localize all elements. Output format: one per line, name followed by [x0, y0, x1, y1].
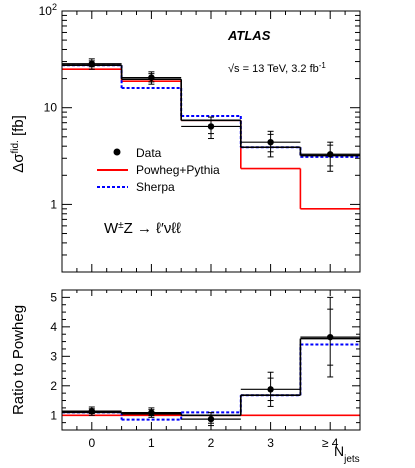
process-label: W±Z → ℓ′νℓℓ	[104, 220, 181, 238]
y-axis-title-sup: fid.	[10, 140, 21, 153]
y-axis-title-ratio: Ratio to Powheg	[10, 305, 27, 415]
ratio-data-point	[88, 407, 96, 415]
main-data-point	[88, 60, 96, 67]
main-data-point	[327, 151, 334, 158]
legend-sherpa-label: Sherpa	[136, 180, 175, 194]
main-frame	[61, 10, 361, 273]
ratio-y-tick-label: 3	[50, 349, 57, 363]
main-y-tick-base: 10	[39, 4, 53, 18]
main-data-point	[148, 74, 155, 81]
main-y-tick-base: 10	[44, 101, 58, 115]
x-tick-label: 2	[208, 436, 215, 450]
main-series	[62, 58, 360, 210]
x-tick-label: 1	[148, 436, 155, 450]
x-axis-title: Njets	[334, 443, 360, 465]
y-axis-title-unit: [fb]	[10, 115, 27, 140]
legend-item-data: Data	[113, 146, 162, 160]
process-label-charge: ±	[118, 220, 124, 231]
main-y-tick-label: 102	[39, 2, 57, 18]
ratio-y-tick-label: 5	[50, 290, 57, 304]
experiment-label: ATLAS	[227, 28, 271, 43]
energy-luminosity-label: √s = 13 TeV, 3.2 fb-1	[228, 61, 326, 76]
x-tick-label: 0	[88, 436, 95, 450]
process-label-w: W	[104, 220, 119, 237]
ratio-nominal-series	[62, 337, 360, 417]
y-axis-title-text: Δσ	[10, 153, 27, 173]
ratio-y-tick-labels: 1 2 3 4 5	[50, 290, 57, 422]
legend-data-label: Data	[136, 146, 162, 160]
energy-text: √s = 13 TeV, 3.2 fb	[228, 63, 319, 75]
ratio-y-tick-label: 1	[50, 408, 57, 422]
main-data-point	[267, 138, 274, 146]
main-y-tick-label: 10	[44, 101, 58, 115]
x-tick-label: ≥ 4	[322, 436, 339, 450]
y-axis-title-main: Δσfid. [fb]	[10, 115, 28, 173]
legend-item-powheg: Powheg+Pythia	[97, 163, 220, 177]
main-sherpa-series	[62, 64, 360, 158]
legend-item-sherpa: Sherpa	[97, 180, 175, 194]
x-tick-label: 3	[267, 436, 274, 450]
main-y-tick-base: 1	[50, 197, 57, 211]
ratio-panel: 1 2 3 4 5 0 1 2 3 ≥ 4 Ratio to Powheg Njets	[10, 289, 361, 465]
ratio-y-tick-label: 4	[50, 320, 57, 334]
main-y-tick-label: 1	[50, 197, 57, 211]
ratio-y-tick-label: 2	[50, 379, 57, 393]
ratio-data-series	[62, 296, 360, 427]
main-nominal-series	[62, 64, 360, 157]
x-axis-title-sub: jets	[343, 454, 360, 465]
process-label-rest: Z → ℓ′νℓℓ	[124, 220, 182, 237]
legend-data-marker	[113, 148, 121, 156]
main-data-series	[62, 58, 360, 172]
legend-powheg-label: Powheg+Pythia	[136, 163, 220, 177]
ratio-data-point	[207, 415, 215, 423]
ratio-ticks	[61, 289, 361, 431]
luminosity-exponent: -1	[319, 61, 327, 70]
ratio-frame	[61, 289, 361, 431]
ratio-data-point	[148, 409, 155, 416]
main-data-point	[207, 123, 215, 130]
x-tick-labels: 0 1 2 3 ≥ 4	[88, 436, 338, 450]
ratio-data-point	[327, 333, 334, 341]
legend: Data Powheg+Pythia Sherpa	[97, 146, 220, 194]
ratio-series	[62, 296, 360, 427]
x-axis-title-main: N	[334, 443, 344, 459]
ratio-data-point	[267, 386, 274, 393]
main-y-tick-exponent: 2	[52, 2, 57, 12]
ratio-sherpa-series	[62, 343, 360, 421]
